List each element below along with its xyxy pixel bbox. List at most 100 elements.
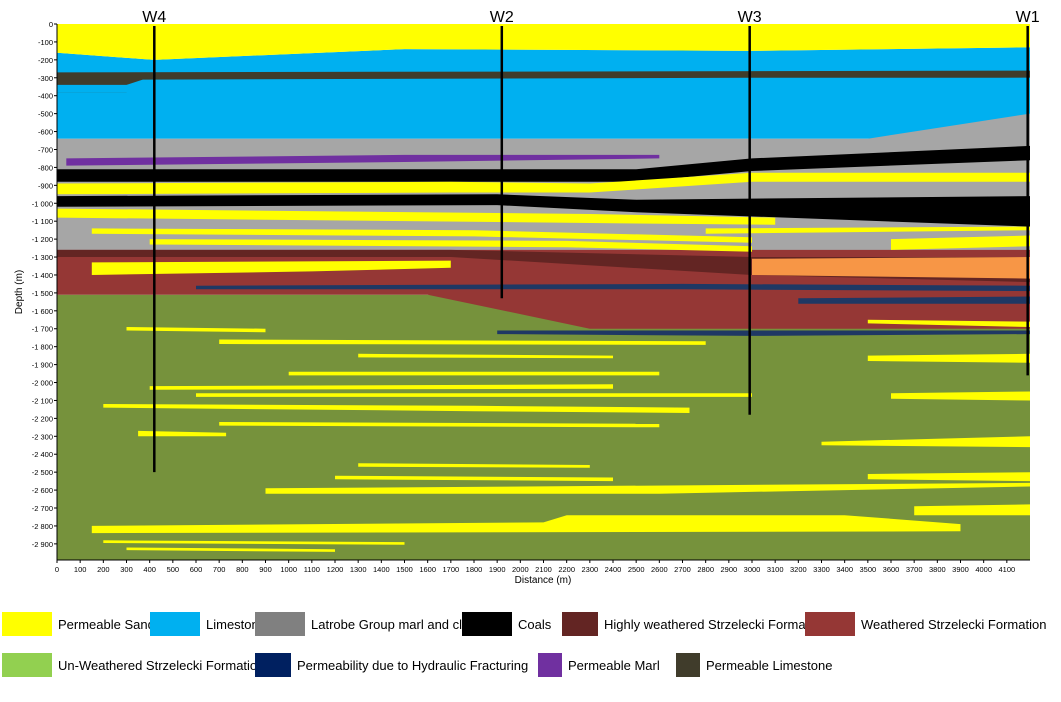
legend: Permeable Sandstones Limestone Latrobe G… (0, 606, 1061, 696)
legend-label: Weathered Strzelecki Formation (861, 616, 1047, 632)
y-tick-label: -1 200 (32, 235, 53, 244)
y-tick-label: -600 (38, 128, 53, 137)
layer-sandstone (914, 504, 1030, 516)
y-tick-label: -2 300 (32, 432, 53, 441)
x-tick-label: 600 (190, 565, 203, 574)
legend-label: Permeable Limestone (706, 657, 833, 673)
well-label-w4: W4 (142, 9, 166, 26)
x-tick-label: 2900 (720, 565, 737, 574)
x-tick-label: 0 (55, 565, 59, 574)
x-tick-label: 3700 (906, 565, 923, 574)
layer-sandstone (867, 353, 1030, 363)
y-tick-label: -1 000 (32, 199, 53, 208)
legend-swatch (462, 612, 512, 636)
y-tick-label: -1 800 (32, 343, 53, 352)
x-tick-label: 1200 (327, 565, 344, 574)
layer-sandstone (126, 327, 266, 333)
y-tick-label: -1 500 (32, 289, 53, 298)
x-tick-label: 1600 (419, 565, 436, 574)
y-tick-label: -2 700 (32, 504, 53, 513)
y-tick-label: -400 (38, 92, 53, 101)
well-label-w3: W3 (738, 9, 762, 26)
y-tick-label: -1 300 (32, 253, 53, 262)
y-tick-label: -100 (38, 38, 53, 47)
layer-sandstone (149, 239, 752, 252)
layer-sandstone (91, 515, 961, 534)
x-tick-label: 700 (213, 565, 226, 574)
x-tick-label: 100 (74, 565, 87, 574)
y-tick-label: -300 (38, 74, 53, 83)
legend-item-fracturing: Permeability due to Hydraulic Fracturing (255, 651, 528, 679)
x-tick-label: 900 (259, 565, 272, 574)
x-tick-label: 500 (167, 565, 180, 574)
layer-sandstone (57, 24, 1030, 60)
x-tick-label: 1700 (442, 565, 459, 574)
layer-sandstone (288, 371, 660, 376)
x-tick-label: 2000 (512, 565, 529, 574)
well-label-w1: W1 (1016, 9, 1040, 26)
layer-sandstone (149, 384, 613, 390)
x-tick-label: 3600 (883, 565, 900, 574)
well-label-w2: W2 (490, 9, 514, 26)
legend-swatch (255, 612, 305, 636)
legend-label: Permeable Marl (568, 657, 660, 673)
y-tick-label: -1 900 (32, 361, 53, 370)
layer-perm-marl (66, 154, 660, 166)
y-tick-label: -1 100 (32, 217, 53, 226)
y-tick-label: -2 100 (32, 396, 53, 405)
legend-swatch (562, 612, 598, 636)
layer-sandstone (91, 228, 753, 243)
x-tick-label: 300 (120, 565, 133, 574)
legend-item-weathered: Weathered Strzelecki Formation (805, 610, 1046, 638)
legend-swatch (2, 612, 52, 636)
x-tick-label: 2600 (651, 565, 668, 574)
y-tick-label: -500 (38, 110, 53, 119)
x-tick-label: 3300 (813, 565, 830, 574)
layer-sandstone (138, 430, 227, 437)
y-tick-label: -700 (38, 145, 53, 154)
legend-item-permeable-marl: Permeable Marl (538, 651, 660, 679)
layer-sandstone (57, 208, 776, 225)
layer-limestone (57, 77, 1030, 93)
layer-sandstone (126, 547, 335, 552)
layer-fracturing (798, 296, 1030, 304)
x-tick-label: 2800 (697, 565, 714, 574)
legend-swatch (538, 653, 562, 677)
x-tick-label: 2300 (581, 565, 598, 574)
x-tick-label: 3500 (859, 565, 876, 574)
layer-fracturing (196, 283, 1030, 292)
layer-sandstone (335, 475, 613, 482)
x-tick-label: 1400 (373, 565, 390, 574)
layer-coal (57, 145, 1030, 182)
layer-sandstone (705, 226, 1030, 234)
layer-sandstone (891, 391, 1030, 401)
legend-label: Limestone (206, 616, 266, 632)
layer-sandstone (103, 404, 690, 413)
layer-sandstone (219, 422, 660, 428)
legend-label: Permeability due to Hydraulic Fracturing (297, 657, 529, 673)
legend-swatch (2, 653, 52, 677)
legend-item-coals: Coals (462, 610, 551, 638)
x-tick-label: 3100 (767, 565, 784, 574)
x-tick-label: 1000 (280, 565, 297, 574)
x-tick-label: 3400 (836, 565, 853, 574)
x-tick-label: 1900 (489, 565, 506, 574)
x-tick-label: 2200 (558, 565, 575, 574)
y-tick-label: -900 (38, 181, 53, 190)
legend-item-highly-weathered: Highly weathered Strzelecki Formation (562, 610, 827, 638)
layer-sandstone (219, 339, 706, 345)
x-tick-label: 3200 (790, 565, 807, 574)
layer-sandstone (867, 319, 1030, 327)
x-tick-label: 3800 (929, 565, 946, 574)
x-tick-label: 4000 (975, 565, 992, 574)
y-tick-label: 0 (49, 20, 53, 29)
legend-label: Coals (518, 616, 552, 632)
legend-item-limestone: Limestone (150, 610, 266, 638)
legend-swatch (676, 653, 700, 677)
legend-item-latrobe-marl: Latrobe Group marl and clays (255, 610, 482, 638)
y-tick-label: -2 800 (32, 522, 53, 531)
legend-item-permeable-limestone: Permeable Limestone (676, 651, 832, 679)
x-tick-label: 800 (236, 565, 249, 574)
legend-label: Latrobe Group marl and clays (311, 616, 483, 632)
layer-sandstone (867, 472, 1030, 482)
